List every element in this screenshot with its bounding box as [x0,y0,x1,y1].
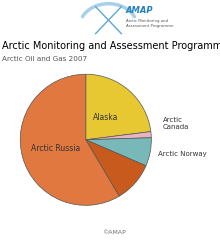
Text: Arctic Monitoring and
Assessment Programme: Arctic Monitoring and Assessment Program… [126,19,173,28]
Wedge shape [86,138,151,166]
Wedge shape [86,140,146,196]
Text: Alaska: Alaska [93,113,118,122]
Text: Arctic Norway: Arctic Norway [158,151,207,157]
Wedge shape [86,132,151,140]
Text: Arctic Monitoring and Assessment Programme: Arctic Monitoring and Assessment Program… [2,41,220,51]
Wedge shape [20,74,119,205]
Text: ©AMAP: ©AMAP [103,230,126,235]
Text: AMAP: AMAP [126,6,153,15]
Text: Arctic
Canada: Arctic Canada [163,117,189,130]
Wedge shape [86,74,151,140]
Text: Arctic Russia: Arctic Russia [31,144,80,153]
Text: Arctic Oil and Gas 2007: Arctic Oil and Gas 2007 [2,56,87,61]
